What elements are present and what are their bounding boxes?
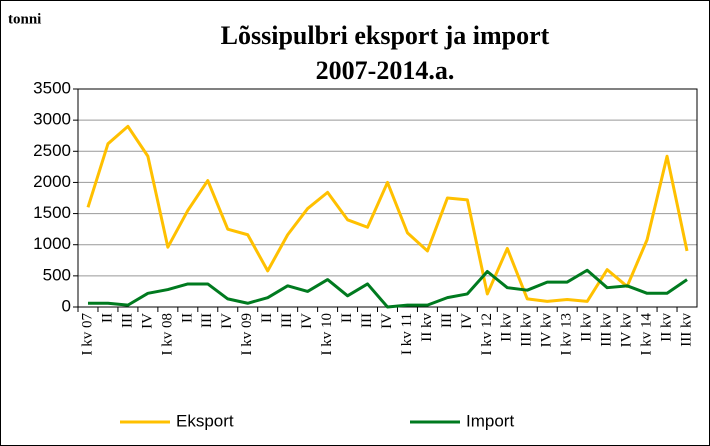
legend-label: Eksport <box>176 411 234 430</box>
x-tick-label: IV kv <box>539 313 555 348</box>
y-tick-label: 2000 <box>33 172 71 191</box>
y-tick-label: 0 <box>62 296 71 315</box>
x-tick-label: II kv <box>658 313 674 342</box>
y-tick-label: 3500 <box>33 78 71 97</box>
y-tick-label: 2500 <box>33 141 71 160</box>
chart-title: Lõssipulbri eksport ja import <box>221 21 550 50</box>
x-tick-label: I kv 10 <box>319 313 335 356</box>
data-line <box>87 268 688 309</box>
x-tick-label: II <box>339 313 355 323</box>
data-line <box>86 124 689 303</box>
x-tick-label: I kv 08 <box>159 313 175 356</box>
y-tick-label: 1500 <box>33 203 71 222</box>
x-tick-label: III <box>119 313 135 328</box>
plot-area <box>77 88 698 308</box>
x-tick-label: III <box>199 313 215 328</box>
x-tick-label: III kv <box>678 313 694 347</box>
x-tick-label: I kv 12 <box>479 313 495 356</box>
x-tick-label: IV <box>299 313 315 329</box>
x-tick-label: I kv 07 <box>79 313 95 356</box>
x-tick-label: II <box>259 313 275 323</box>
y-axis-label: tonni <box>8 11 41 27</box>
x-tick-label: IV <box>219 313 235 329</box>
x-tick-label: IV <box>139 313 155 329</box>
x-tick-label: IV <box>459 313 475 329</box>
legend-label: Import <box>466 411 514 430</box>
x-tick-label: I kv 11 <box>399 313 415 355</box>
x-tick-label: III <box>279 313 295 328</box>
x-tick-label: III <box>439 313 455 328</box>
x-tick-label: I kv 09 <box>239 313 255 356</box>
x-tick-label: II kv <box>579 313 595 342</box>
x-tick-label: III kv <box>599 313 615 347</box>
y-tick-label: 500 <box>43 265 71 284</box>
y-tick-label: 3000 <box>33 110 71 129</box>
chart-subtitle: 2007-2014.a. <box>316 56 455 85</box>
x-tick-label: III kv <box>519 313 535 347</box>
x-tick-label: III <box>359 313 375 328</box>
x-tick-label: II kv <box>419 313 435 342</box>
x-tick-label: II <box>99 313 115 323</box>
x-tick-label: II <box>179 313 195 323</box>
x-tick-label: IV kv <box>619 313 635 348</box>
x-tick-label: I kv 14 <box>639 313 655 356</box>
x-tick-label: I kv 13 <box>559 313 575 356</box>
x-tick-label: IV <box>379 313 395 329</box>
x-tick-label: II kv <box>499 313 515 342</box>
y-tick-label: 1000 <box>33 234 71 253</box>
